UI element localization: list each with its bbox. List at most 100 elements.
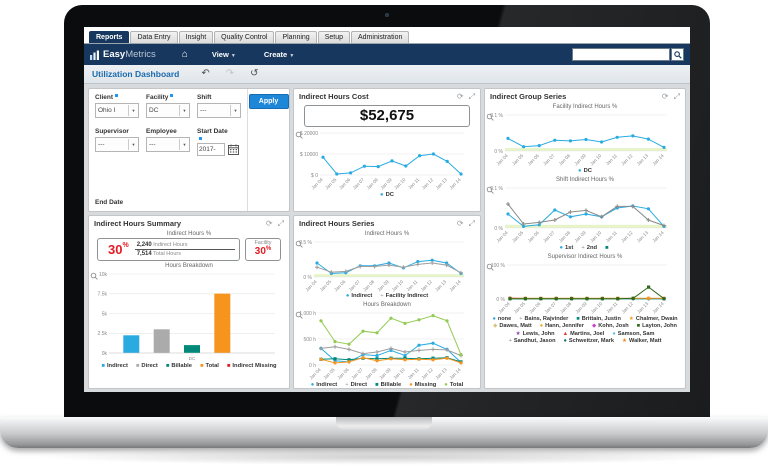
supervisor-indirect-line-chart: 100 % 0 % Jan 04 Jan 05 Jan 06 Jan 07 Jan 08 Ja… — [485, 260, 685, 316]
legend-marker-icon: + — [508, 338, 512, 345]
home-icon[interactable]: ⌂ — [181, 49, 188, 60]
legend-item[interactable]: ● 1st — [559, 244, 574, 251]
svg-text:Jan 14: Jan 14 — [448, 279, 462, 293]
legend-marker-icon: + — [380, 293, 384, 299]
refresh-icon[interactable]: ⟳ — [456, 91, 464, 101]
refresh-icon[interactable]: ⟳ — [456, 218, 464, 228]
svg-text:Jan 06: Jan 06 — [336, 367, 350, 381]
facility-dropdown[interactable]: DC ▼ — [146, 103, 190, 118]
legend-item[interactable]: ● DC — [578, 168, 592, 174]
svg-text:0 %: 0 % — [494, 149, 503, 155]
search-input[interactable] — [572, 48, 670, 61]
tab-administration[interactable]: Administration — [351, 31, 410, 43]
legend-item[interactable]: ■ Brittain, Justin — [576, 315, 621, 322]
legend-item[interactable]: ■ Layton, John — [636, 323, 677, 330]
legend-item[interactable]: ■ Direct — [135, 363, 158, 369]
refresh-icon[interactable]: ⟳ — [661, 91, 669, 101]
legend-item[interactable]: ★ Walker, Matt — [621, 338, 662, 345]
brand-logo[interactable]: Easy Metrics — [90, 49, 156, 60]
start-date-input[interactable] — [197, 143, 225, 156]
svg-text:1,000 h: 1,000 h — [299, 311, 316, 317]
legend-item[interactable]: + Bains, Rajvinder — [519, 315, 569, 322]
reset-icon[interactable]: ↺ — [250, 68, 259, 79]
svg-text:Jan 11: Jan 11 — [605, 153, 618, 166]
legend-item[interactable]: ● Indirect — [345, 293, 373, 299]
shift-dropdown[interactable]: --- ▼ — [197, 103, 241, 118]
legend-item[interactable]: ■ Billable — [165, 363, 192, 369]
create-menu[interactable]: Create ▼ — [263, 50, 295, 59]
legend-item[interactable]: ★ Chalmer, Dwain — [628, 315, 678, 322]
expand-icon[interactable]: ⤢ — [468, 91, 475, 101]
legend-item[interactable]: ● none — [492, 315, 512, 322]
supervisor-label: Supervisor — [95, 128, 129, 135]
tab-reports[interactable]: Reports — [89, 31, 130, 43]
legend-item[interactable]: ◆ Dawes, Matt — [493, 323, 532, 330]
legend-item[interactable]: ■ Indirect — [101, 363, 128, 369]
legend-marker-icon: ◆ — [493, 323, 498, 330]
legend-item[interactable]: ● Schweitzer, Mark — [563, 338, 614, 345]
legend-item[interactable]: ● Samson, Sam — [612, 330, 655, 337]
svg-text:Jan 14: Jan 14 — [651, 230, 665, 244]
dropdown-arrow-icon: ▼ — [179, 105, 189, 116]
svg-text:Jan 07: Jan 07 — [348, 279, 362, 293]
search-button[interactable] — [671, 48, 684, 61]
svg-text:Jan 11: Jan 11 — [605, 300, 618, 313]
supervisor-dropdown[interactable]: --- ▼ — [95, 137, 139, 152]
legend-item[interactable]: + Facility Indirect — [380, 293, 429, 299]
employee-dropdown[interactable]: --- ▼ — [146, 137, 190, 152]
svg-text:Jan 04: Jan 04 — [308, 367, 322, 381]
svg-text:$ 0: $ 0 — [311, 173, 318, 179]
apply-button[interactable]: Apply — [248, 94, 289, 109]
svg-text:100 %: 100 % — [491, 262, 506, 268]
expand-icon[interactable]: ⤢ — [673, 91, 680, 101]
legend-item[interactable]: ● Indirect — [310, 381, 338, 388]
tab-insight[interactable]: Insight — [178, 31, 214, 43]
legend-item[interactable]: + Direct — [345, 381, 368, 388]
calendar-icon[interactable] — [228, 144, 239, 155]
svg-text:Jan 04: Jan 04 — [495, 153, 509, 167]
expand-icon[interactable]: ⤢ — [468, 218, 475, 228]
legend-item[interactable]: ▲ Martins, Joel — [562, 330, 605, 337]
dashboard-grid: Client Ohio I ▼ Facility DC ▼ — [84, 84, 690, 392]
legend-item[interactable]: + Sandhut, Jason — [508, 338, 556, 345]
svg-text:DC: DC — [189, 356, 196, 361]
legend-item[interactable]: +2nd — [581, 244, 598, 251]
chevron-down-icon: ▼ — [230, 53, 236, 59]
redo-icon[interactable]: ↷ — [225, 68, 235, 79]
svg-text:Jan 09: Jan 09 — [573, 230, 587, 244]
tab-quality-control[interactable]: Quality Control — [214, 31, 275, 43]
svg-text:Jan 05: Jan 05 — [322, 367, 336, 381]
tab-data-entry[interactable]: Data Entry — [130, 31, 178, 43]
legend-item[interactable]: ● Hann, Jennifer — [539, 323, 584, 330]
svg-text:Jan 13: Jan 13 — [636, 230, 650, 244]
tab-setup[interactable]: Setup — [317, 31, 350, 43]
legend-marker-icon: ● — [310, 381, 315, 388]
legend-item[interactable]: ■ — [605, 245, 611, 253]
tab-planning[interactable]: Planning — [275, 31, 317, 43]
legend-marker-icon: ■ — [101, 363, 105, 369]
svg-text:Jan 08: Jan 08 — [559, 300, 573, 314]
refresh-icon[interactable]: ⟳ — [265, 218, 273, 228]
shift-label: Shift — [197, 94, 212, 101]
svg-text:Jan 12: Jan 12 — [620, 230, 634, 244]
legend-item[interactable]: ◆ Kohn, Josh — [591, 323, 629, 330]
chevron-down-icon: ▼ — [289, 53, 295, 59]
legend-item[interactable]: ● DC — [380, 192, 394, 199]
svg-text:Jan 13: Jan 13 — [636, 300, 650, 314]
undo-icon[interactable]: ↶ — [201, 68, 210, 79]
svg-text:500 h: 500 h — [303, 337, 316, 343]
legend-item[interactable]: ■ Billable — [375, 381, 402, 388]
laptop-base — [0, 417, 768, 448]
legend-item[interactable]: ★ Lewis, John — [515, 330, 555, 337]
expand-icon[interactable]: ⤢ — [277, 218, 284, 228]
client-dropdown[interactable]: Ohio I ▼ — [95, 103, 139, 118]
legend-item[interactable]: ● Missing — [409, 381, 437, 388]
legend-item[interactable]: ● Total — [444, 381, 464, 388]
legend-item[interactable]: ■ Total — [199, 363, 219, 369]
view-menu[interactable]: View ▼ — [211, 50, 236, 59]
indirect-hours-series-panel: Indirect Hours Series ⟳ ⤢ Indirect Hours… — [293, 215, 481, 389]
legend-item[interactable]: ■ Indirect Missing — [226, 363, 277, 369]
svg-text:0 h: 0 h — [309, 363, 316, 369]
legend-marker-icon: ● — [409, 381, 413, 388]
